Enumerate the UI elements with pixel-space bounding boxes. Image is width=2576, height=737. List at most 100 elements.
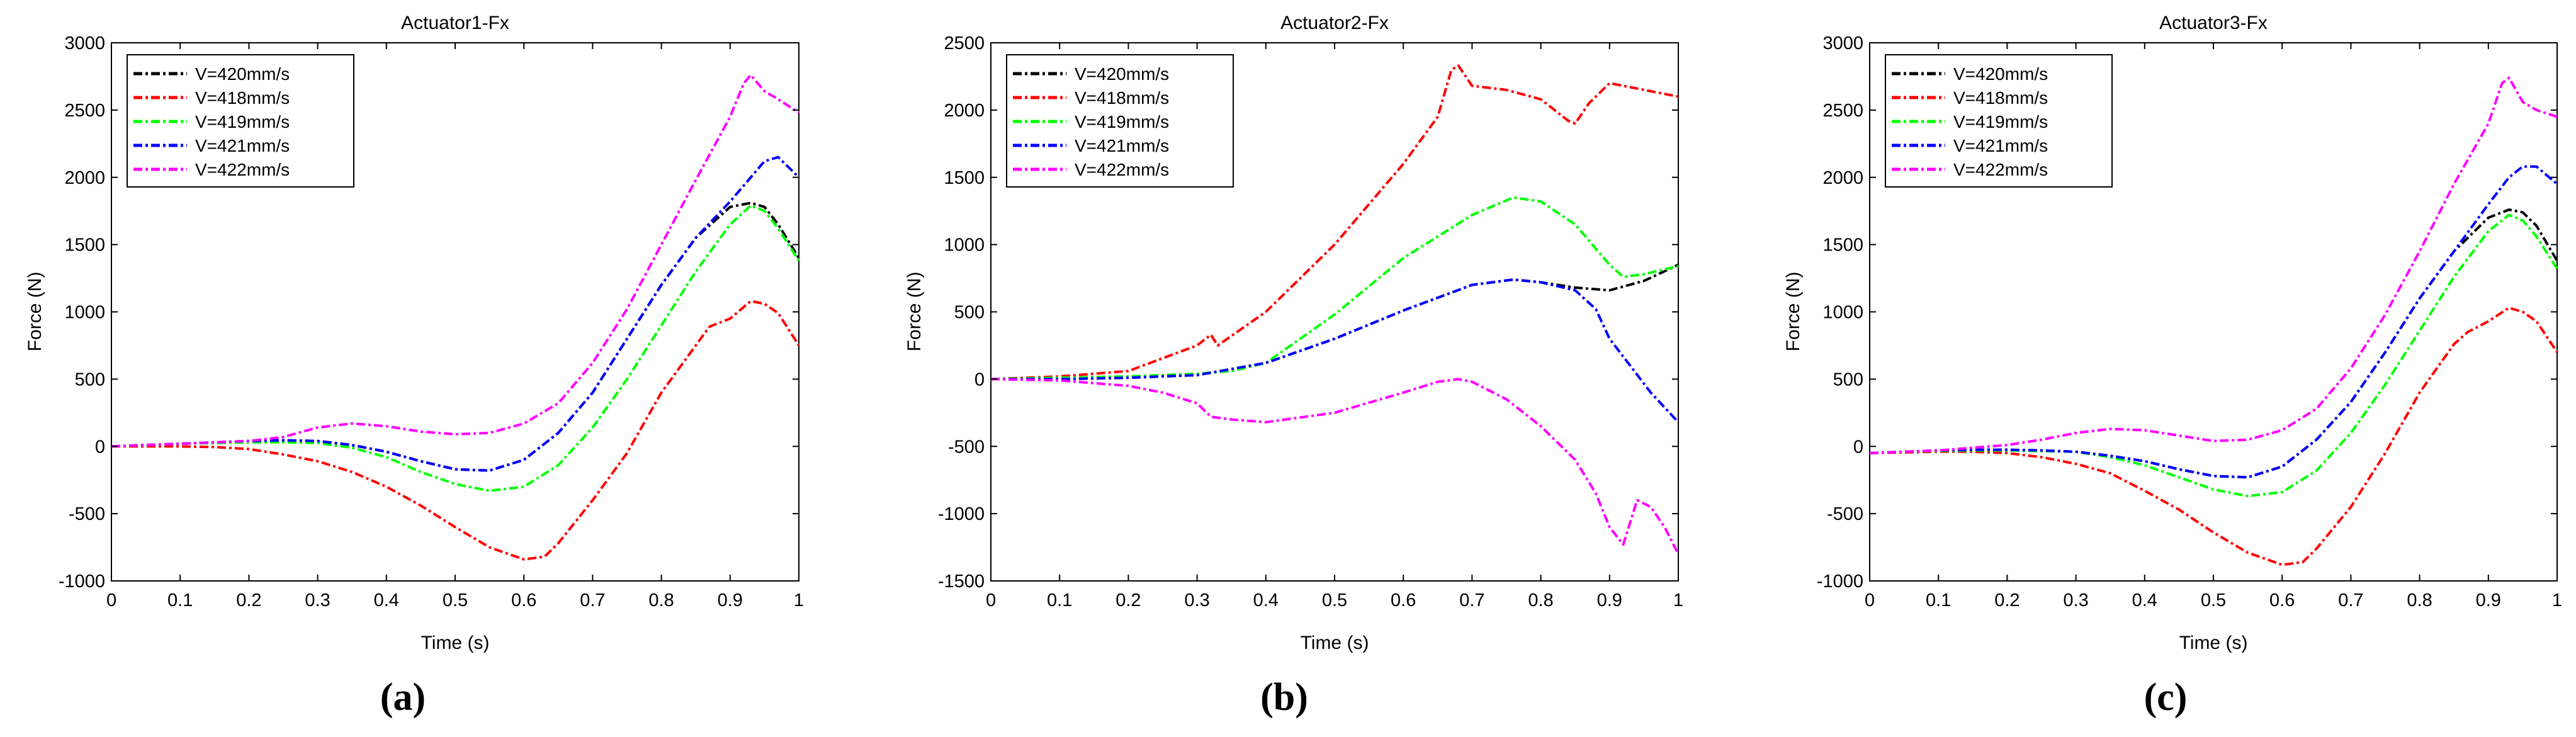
x-tick-label: 1 <box>1673 590 1683 610</box>
y-tick-label: 1000 <box>1822 303 1863 323</box>
y-axis-label: Force (N) <box>25 272 45 352</box>
series-line-v-422mm-s <box>111 74 800 448</box>
y-tick-label: 2000 <box>1822 168 1863 188</box>
y-tick-label: 1000 <box>64 303 105 323</box>
y-tick-label: 2500 <box>64 101 105 121</box>
x-tick-label: 0 <box>106 590 116 610</box>
x-tick-label: 0.9 <box>718 590 743 610</box>
ticks-layer: 0 0.1 0.2 0.3 0.4 0.5 0.6 0.7 0.8 0.9 1 -1000 -500 0 5… <box>59 33 804 610</box>
y-tick-label: -1000 <box>1817 571 1863 592</box>
series-layer <box>1869 76 2558 566</box>
series-line-v-418mm-s <box>990 64 1679 381</box>
legend-label-v-421mm-s: V=421mm/s <box>1075 136 1169 155</box>
y-tick-label: 1500 <box>64 235 105 256</box>
x-tick-label: 0.3 <box>305 590 330 610</box>
y-tick-label: 500 <box>954 303 985 323</box>
y-tick-label: 2500 <box>1822 101 1863 121</box>
chart-panel-c: Actuator3-Fx 0 0.1 0.2 0.3 0.4 0.5 0.6 0.7 0.8 0.… <box>1783 13 2562 653</box>
y-tick-label: 1500 <box>1822 235 1863 256</box>
legend-label-v-422mm-s: V=422mm/s <box>1953 160 2048 179</box>
y-tick-label: 2000 <box>944 101 985 121</box>
series-line-v-422mm-s <box>1869 76 2558 454</box>
legend-label-v-419mm-s: V=419mm/s <box>1075 112 1169 132</box>
legend-label-v-421mm-s: V=421mm/s <box>195 136 290 155</box>
x-tick-label: 0 <box>1865 590 1875 610</box>
x-tick-label: 0.1 <box>1047 590 1072 610</box>
x-tick-label: 0.8 <box>648 590 674 610</box>
x-tick-label: 0.1 <box>1926 590 1951 610</box>
chart-title: Actuator2-Fx <box>1280 13 1389 33</box>
legend: V=420mm/s V=418mm/s V=419mm/s V=421mm/s V=42… <box>1885 54 2113 188</box>
legend-label-v-418mm-s: V=418mm/s <box>195 88 290 108</box>
x-tick-label: 1 <box>2552 590 2562 610</box>
y-tick-label: 0 <box>974 369 985 390</box>
x-tick-label: 0.4 <box>374 590 399 610</box>
ticks-layer: 0 0.1 0.2 0.3 0.4 0.5 0.6 0.7 0.8 0.9 1 -1500 -1000 -… <box>938 33 1683 610</box>
y-axis-label: Force (N) <box>1783 272 1804 352</box>
x-tick-label: 0.5 <box>1322 590 1347 610</box>
x-axis-label: Time (s) <box>2179 633 2248 653</box>
x-tick-label: 0.7 <box>2338 590 2363 610</box>
legend-label-v-419mm-s: V=419mm/s <box>195 112 290 132</box>
y-tick-label: -1500 <box>938 571 985 592</box>
series-line-v-418mm-s <box>1869 307 2558 566</box>
x-tick-label: 0.6 <box>511 590 536 610</box>
y-tick-label: 0 <box>95 437 105 457</box>
y-tick-label: 0 <box>1853 437 1863 457</box>
chart-title: Actuator1-Fx <box>401 13 509 33</box>
x-tick-label: 0.3 <box>2063 590 2088 610</box>
x-tick-label: 0.8 <box>2407 590 2432 610</box>
legend: V=420mm/s V=418mm/s V=419mm/s V=421mm/s V=42… <box>127 54 354 188</box>
y-tick-label: -1000 <box>938 504 985 524</box>
x-tick-label: 0.2 <box>1116 590 1141 610</box>
y-tick-label: 2500 <box>944 33 985 53</box>
x-tick-label: 0.9 <box>2476 590 2501 610</box>
series-line-v-421mm-s <box>991 278 1680 424</box>
legend-label-v-421mm-s: V=421mm/s <box>1953 136 2048 155</box>
y-tick-label: -500 <box>69 504 105 524</box>
x-tick-label: 0.4 <box>1253 590 1279 610</box>
x-tick-label: 0.8 <box>1528 590 1553 610</box>
series-line-v-422mm-s <box>990 378 1680 555</box>
legend-label-v-420mm-s: V=420mm/s <box>1075 64 1169 84</box>
legend-label-v-419mm-s: V=419mm/s <box>1953 112 2048 132</box>
series-layer <box>111 74 800 561</box>
x-tick-label: 0.3 <box>1184 590 1209 610</box>
x-tick-label: 0.4 <box>2132 590 2157 610</box>
x-tick-label: 0.9 <box>1597 590 1622 610</box>
legend-items: V=420mm/s V=418mm/s V=419mm/s V=421mm/s V=42… <box>1013 64 1169 179</box>
series-line-v-421mm-s <box>1869 165 2558 479</box>
legend-label-v-420mm-s: V=420mm/s <box>1953 64 2048 84</box>
y-tick-label: 3000 <box>64 33 105 53</box>
x-tick-label: 0.7 <box>580 590 605 610</box>
y-tick-label: -500 <box>1827 504 1863 524</box>
legend-items: V=420mm/s V=418mm/s V=419mm/s V=421mm/s V=42… <box>133 64 290 179</box>
y-tick-label: 2000 <box>64 168 105 188</box>
y-axis-label: Force (N) <box>904 272 925 352</box>
y-tick-label: 3000 <box>1822 33 1863 53</box>
series-line-v-419mm-s <box>990 196 1679 381</box>
x-tick-label: 0.6 <box>2269 590 2295 610</box>
legend-label-v-422mm-s: V=422mm/s <box>195 160 290 179</box>
x-tick-label: 0 <box>986 590 996 610</box>
panel-label-b: (b) <box>1260 676 1308 719</box>
chart-title: Actuator3-Fx <box>2159 13 2268 33</box>
panel-label-c: (c) <box>2144 676 2188 719</box>
y-tick-label: -500 <box>948 437 985 457</box>
legend-label-v-418mm-s: V=418mm/s <box>1953 88 2048 108</box>
y-tick-label: 500 <box>1833 369 1863 390</box>
x-tick-label: 0.2 <box>236 590 261 610</box>
ticks-layer: 0 0.1 0.2 0.3 0.4 0.5 0.6 0.7 0.8 0.9 1 -1000 -500 0 5… <box>1817 33 2562 610</box>
x-tick-label: 1 <box>794 590 804 610</box>
chart-panel-b: Actuator2-Fx 0 0.1 0.2 0.3 0.4 0.5 0.6 0.7 0.8 0.… <box>904 13 1683 653</box>
x-tick-label: 0.6 <box>1391 590 1416 610</box>
legend: V=420mm/s V=418mm/s V=419mm/s V=421mm/s V=42… <box>1006 54 1234 188</box>
y-tick-label: 500 <box>75 369 105 390</box>
x-tick-label: 0.1 <box>167 590 193 610</box>
legend-label-v-420mm-s: V=420mm/s <box>195 64 290 84</box>
chart-panel-a: Actuator1-Fx 0 0.1 0.2 0.3 0.4 0.5 0.6 0.7 0.8 0.… <box>25 13 804 653</box>
series-line-v-418mm-s <box>111 300 800 561</box>
series-layer <box>990 64 1680 555</box>
x-tick-label: 0.7 <box>1459 590 1484 610</box>
